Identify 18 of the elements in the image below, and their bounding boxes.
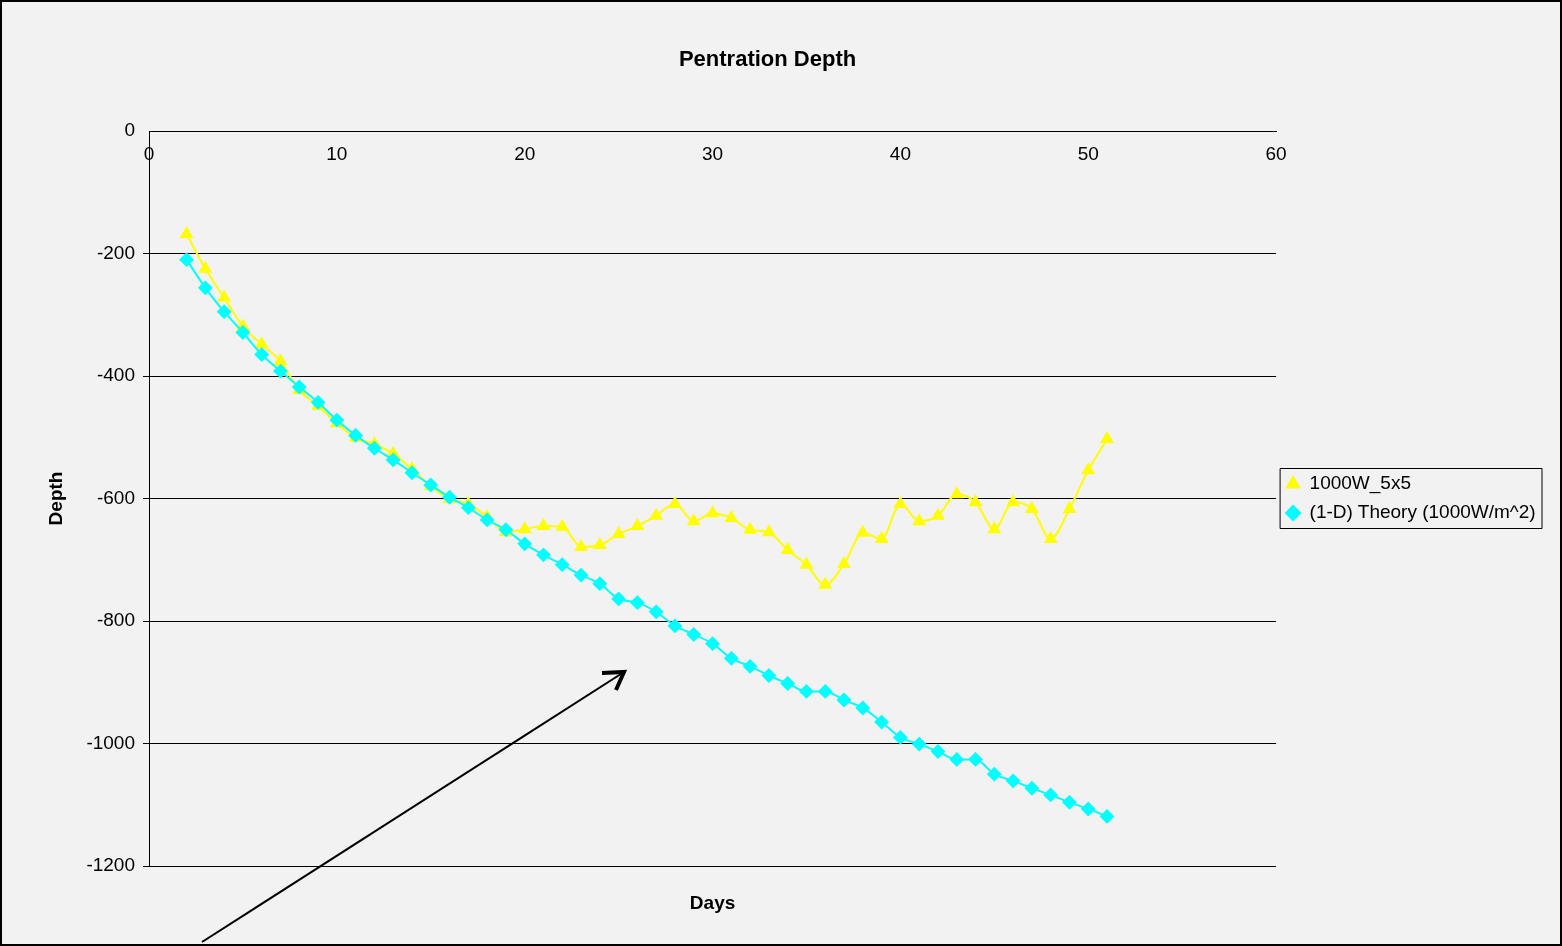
legend-label: 1000W_5x5 — [1309, 472, 1411, 495]
legend-label: (1-D) Theory (1000W/m^2) — [1309, 501, 1536, 523]
y-tick-label: -1200 — [86, 854, 135, 876]
y-tick-label: -400 — [96, 364, 135, 386]
y-tick-label: -800 — [96, 609, 135, 631]
y-tick-label: 0 — [124, 119, 135, 141]
y-axis-title: Depth — [45, 471, 66, 526]
x-tick-label: 20 — [514, 142, 536, 164]
chart-title: Pentration Depth — [678, 46, 857, 71]
y-tick-label: -1000 — [86, 731, 135, 753]
x-tick-label: 30 — [701, 142, 724, 164]
y-tick-label: -200 — [96, 241, 135, 263]
x-axis-title: Days — [689, 892, 736, 913]
x-tick-label: 10 — [326, 142, 348, 164]
x-tick-label: 60 — [1265, 142, 1287, 164]
y-tick-label: -600 — [96, 486, 135, 508]
x-tick-label: 40 — [889, 142, 911, 164]
x-tick-label: 50 — [1077, 142, 1099, 164]
